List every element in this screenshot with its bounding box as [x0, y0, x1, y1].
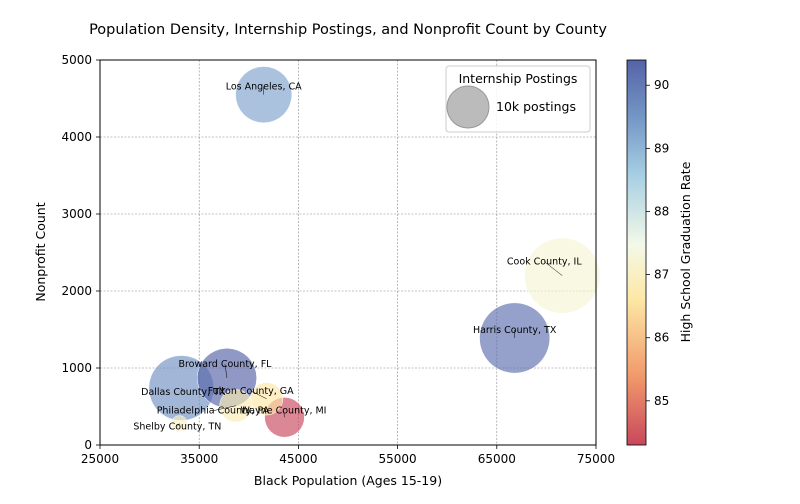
point-label: Cook County, IL	[507, 257, 582, 268]
label-leader-line	[181, 387, 184, 393]
point-label: Harris County, TX	[473, 325, 557, 336]
x-tick-label: 65000	[478, 452, 516, 466]
colorbar-label: High School Graduation Rate	[678, 161, 693, 342]
point-label: Los Angeles, CA	[226, 82, 302, 93]
x-tick-label: 75000	[577, 452, 615, 466]
point-label: Philadelphia County, PA	[157, 406, 270, 417]
y-tick-label: 3000	[61, 207, 92, 221]
label-leader-line	[283, 410, 285, 418]
label-leader-line	[250, 390, 267, 400]
point-labels: Los Angeles, CA Cook County, IL Harris Cou…	[133, 82, 582, 433]
plot-frame	[99, 59, 597, 446]
x-axis-label: Black Population (Ages 15-19)	[254, 473, 442, 488]
colorbar-tick-label: 89	[654, 141, 669, 155]
y-axis-label: Nonprofit Count	[33, 202, 48, 301]
point-label: Dallas County, TX	[141, 387, 226, 398]
colorbar	[626, 59, 647, 446]
point-label: Shelby County, TN	[133, 421, 221, 432]
x-tick-label: 25000	[81, 452, 119, 466]
label-leader-line	[212, 405, 236, 411]
legend-title: Internship Postings	[459, 71, 578, 86]
chart-title: Population Density, Internship Postings,…	[89, 22, 607, 38]
colorbar-tick-label: 85	[654, 394, 669, 408]
y-tick-label: 4000	[61, 130, 92, 144]
label-leader-line	[224, 363, 228, 379]
label-leader-line	[177, 423, 180, 427]
colorbar-tick-label: 90	[654, 78, 669, 92]
legend-size-marker	[446, 85, 490, 129]
label-leader-line	[544, 261, 563, 276]
y-tick-label: 0	[84, 438, 92, 452]
y-tick-label: 2000	[61, 284, 92, 298]
point-label: Broward County, FL	[178, 359, 272, 370]
y-axis-ticks: 0 1000 2000 3000 4000 5000	[61, 53, 100, 452]
legend: Internship Postings 10k postings	[445, 65, 591, 133]
x-tick-label: 35000	[180, 452, 218, 466]
data-bubble	[479, 302, 551, 374]
x-tick-label: 45000	[279, 452, 317, 466]
colorbar-tick-label: 86	[654, 331, 669, 345]
point-label: Fulton County, GA	[208, 386, 294, 397]
colorbar-ticks: 85 86 87 88 89 90	[646, 78, 669, 408]
colorbar-tick-label: 88	[654, 204, 669, 218]
x-axis-ticks: 25000 35000 45000 55000 65000 75000	[81, 445, 615, 466]
point-label: Wayne County, MI	[241, 405, 327, 416]
x-tick-label: 55000	[379, 452, 417, 466]
colorbar-tick-label: 87	[654, 268, 669, 282]
y-tick-label: 1000	[61, 361, 92, 375]
data-bubble	[235, 66, 293, 124]
data-bubbles	[148, 66, 601, 438]
y-tick-label: 5000	[61, 53, 92, 67]
legend-entry-label: 10k postings	[496, 99, 576, 114]
